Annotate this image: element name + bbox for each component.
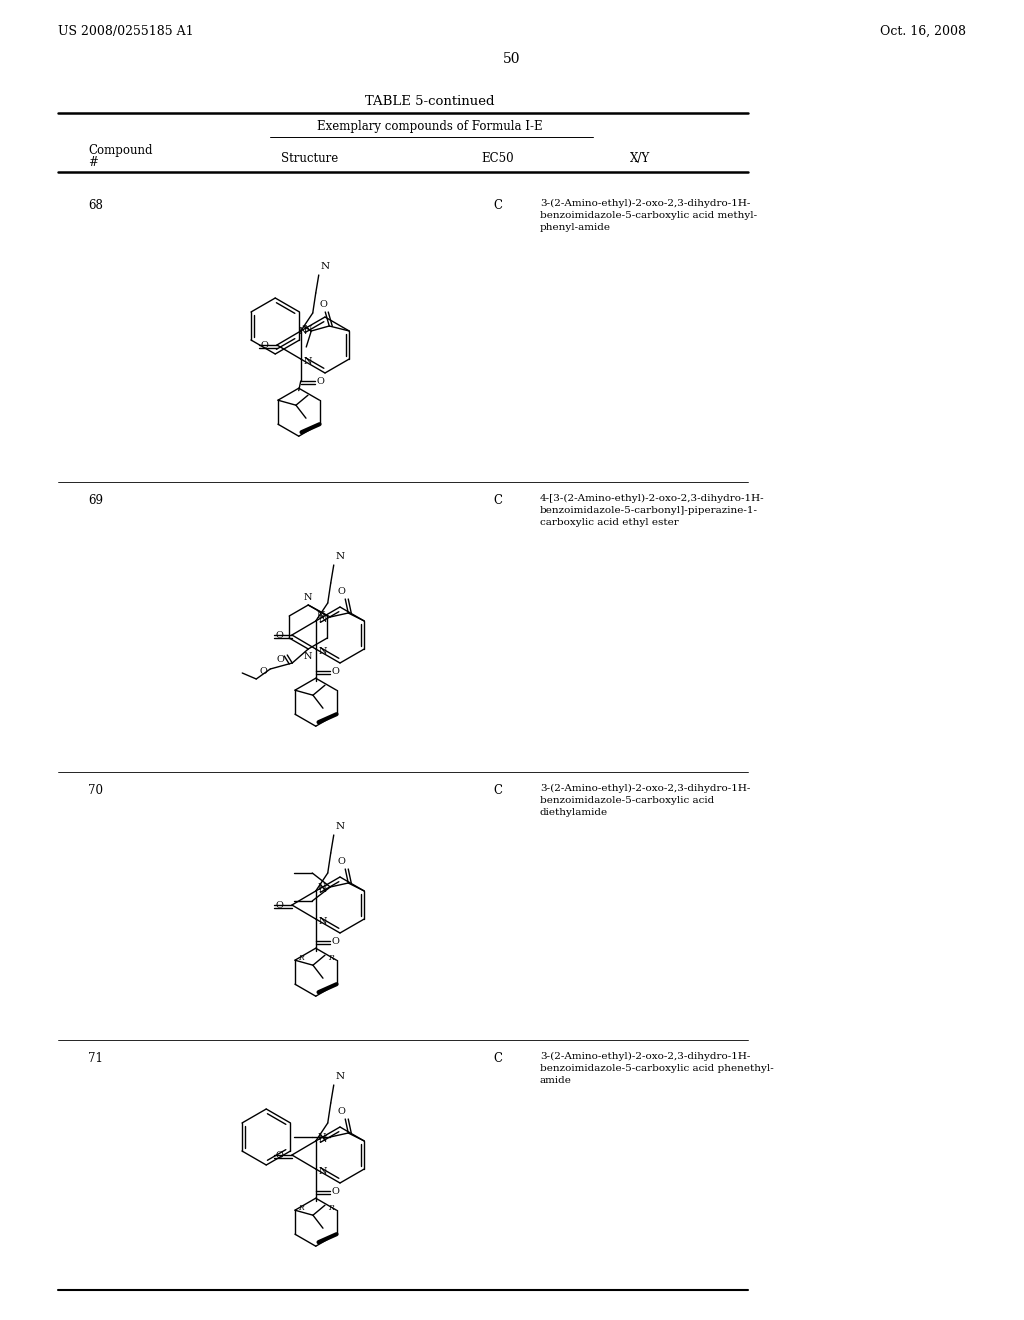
Text: O: O [319, 300, 328, 309]
Text: O: O [276, 656, 285, 664]
Text: #: # [88, 156, 98, 169]
Text: N: N [318, 916, 328, 925]
Text: R: R [328, 954, 334, 962]
Text: 50: 50 [503, 51, 521, 66]
Text: N: N [317, 883, 327, 891]
Text: Exemplary compounds of Formula I-E: Exemplary compounds of Formula I-E [317, 120, 543, 133]
Text: O: O [337, 1107, 345, 1115]
Text: N: N [304, 325, 312, 334]
Text: N: N [318, 1167, 328, 1176]
Text: R: R [328, 1204, 334, 1212]
Text: O: O [337, 587, 345, 597]
Text: TABLE 5-continued: TABLE 5-continued [366, 95, 495, 108]
Text: C: C [494, 1052, 503, 1065]
Text: N: N [318, 1134, 328, 1143]
Text: O: O [261, 341, 269, 350]
Text: US 2008/0255185 A1: US 2008/0255185 A1 [58, 25, 194, 38]
Text: O: O [337, 857, 345, 866]
Text: O: O [275, 631, 284, 639]
Text: N: N [304, 356, 312, 366]
Text: O: O [332, 936, 340, 945]
Text: C: C [494, 199, 503, 213]
Text: 3-(2-Amino-ethyl)-2-oxo-2,3-dihydro-1H-
benzoimidazole-5-carboxylic acid methyl-: 3-(2-Amino-ethyl)-2-oxo-2,3-dihydro-1H- … [540, 199, 757, 232]
Text: 69: 69 [88, 494, 103, 507]
Text: X/Y: X/Y [630, 152, 650, 165]
Text: R: R [298, 1204, 304, 1212]
Text: N: N [316, 610, 326, 619]
Text: N: N [321, 261, 330, 271]
Text: N: N [336, 1072, 345, 1081]
Text: EC50: EC50 [481, 152, 514, 165]
Text: C: C [494, 784, 503, 797]
Text: N: N [304, 593, 312, 602]
Text: O: O [275, 1151, 284, 1159]
Text: 70: 70 [88, 784, 103, 797]
Text: N: N [318, 884, 328, 894]
Text: O: O [259, 667, 267, 676]
Text: N: N [336, 822, 345, 832]
Text: N: N [299, 326, 307, 335]
Text: O: O [332, 667, 340, 676]
Text: N: N [336, 552, 345, 561]
Text: N: N [304, 652, 312, 661]
Text: O: O [316, 376, 325, 385]
Text: N: N [317, 1133, 327, 1142]
Text: Compound: Compound [88, 144, 153, 157]
Text: 71: 71 [88, 1052, 102, 1065]
Text: C: C [494, 494, 503, 507]
Text: 3-(2-Amino-ethyl)-2-oxo-2,3-dihydro-1H-
benzoimidazole-5-carboxylic acid pheneth: 3-(2-Amino-ethyl)-2-oxo-2,3-dihydro-1H- … [540, 1052, 774, 1085]
Text: O: O [275, 900, 284, 909]
Text: R: R [298, 954, 304, 962]
Text: 68: 68 [88, 199, 102, 213]
Text: O: O [332, 1187, 340, 1196]
Text: Oct. 16, 2008: Oct. 16, 2008 [880, 25, 966, 38]
Text: 3-(2-Amino-ethyl)-2-oxo-2,3-dihydro-1H-
benzoimidazole-5-carboxylic acid
diethyl: 3-(2-Amino-ethyl)-2-oxo-2,3-dihydro-1H- … [540, 784, 751, 817]
Text: N: N [318, 615, 328, 623]
Text: 4-[3-(2-Amino-ethyl)-2-oxo-2,3-dihydro-1H-
benzoimidazole-5-carbonyl]-piperazine: 4-[3-(2-Amino-ethyl)-2-oxo-2,3-dihydro-1… [540, 494, 765, 527]
Text: N: N [318, 647, 328, 656]
Text: Structure: Structure [282, 152, 339, 165]
